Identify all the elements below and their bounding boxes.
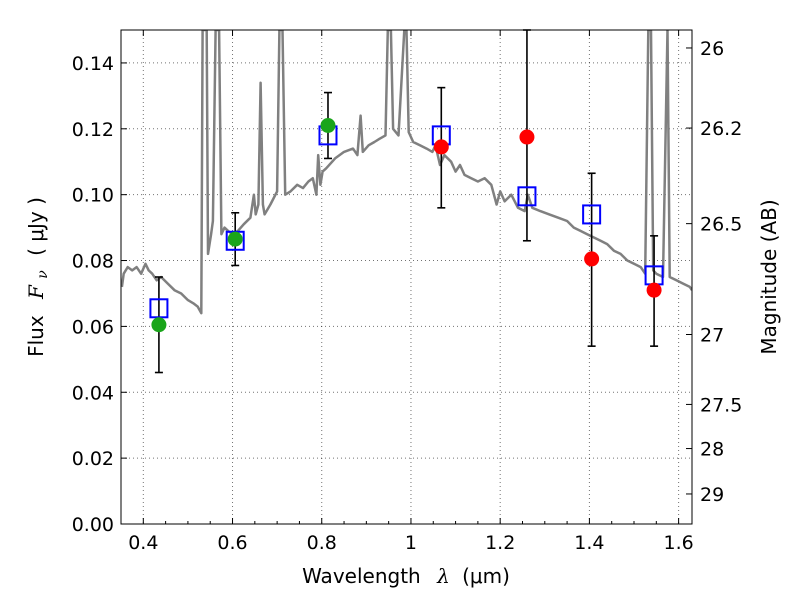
- y-axis-label-text: Flux: [24, 315, 48, 357]
- observed-flux-point: [433, 139, 449, 155]
- y-tick-label: 0.06: [72, 316, 114, 338]
- y2-tick-label: 26: [700, 38, 724, 60]
- y-tick-label: 0.00: [72, 514, 114, 536]
- model-photometry-square: [582, 204, 602, 225]
- x-axis-unit: (μm): [462, 564, 510, 588]
- y-tick-label: 0.04: [72, 382, 114, 404]
- y-tick-label: 0.12: [72, 119, 114, 141]
- y-tick-label: 0.10: [72, 185, 114, 207]
- y-axis-unit: ( μJy ): [24, 197, 48, 256]
- x-tick-label: 1.4: [574, 532, 604, 554]
- observed-flux-point: [584, 251, 600, 267]
- x-tick-label: 0.8: [307, 532, 337, 554]
- x-tick-label: 0.6: [217, 532, 247, 554]
- y-axis-subscript: ν: [35, 270, 51, 279]
- y2-tick-label: 29: [700, 484, 724, 506]
- model-photometry-square: [517, 186, 537, 207]
- observed-flux-point: [320, 118, 336, 134]
- observed-flux-point: [227, 231, 243, 247]
- observed-flux-point: [646, 282, 662, 298]
- secondary-y-axis-label: Magnitude (AB): [757, 199, 781, 354]
- x-tick-label: 1: [405, 532, 417, 554]
- x-axis-label: Wavelength λ (μm): [302, 564, 510, 588]
- y2-tick-label: 27.5: [700, 394, 742, 416]
- x-axis-symbol: λ: [436, 564, 450, 588]
- observed-flux-point: [151, 317, 167, 333]
- x-tick-label: 1.6: [664, 532, 694, 554]
- y2-tick-label: 26.2: [700, 118, 742, 140]
- photometry-points: [149, 118, 664, 333]
- x-tick-label: 0.4: [128, 532, 158, 554]
- x-tick-label: 1.2: [485, 532, 515, 554]
- y2-tick-label: 27: [700, 324, 724, 346]
- x-axis-label-text: Wavelength: [302, 564, 421, 588]
- model-spectrum-line: [121, 30, 692, 315]
- y-axis-symbol: F: [24, 284, 48, 300]
- observed-flux-point: [519, 129, 535, 145]
- axis-ticks: 0.4 0.6 0.8 1 1.2 1.4 1.6 0.00 0.02 0.04 0.06 0.08 0…: [72, 30, 742, 554]
- y-tick-label: 0.08: [72, 251, 114, 273]
- y-tick-label: 0.02: [72, 448, 114, 470]
- y-axis-label: Flux F ν ( μJy ): [24, 197, 52, 357]
- y-tick-label: 0.14: [72, 53, 114, 75]
- plot-area-frame: [120, 29, 693, 525]
- model-spectrum: [121, 30, 692, 315]
- y2-tick-label: 28: [700, 439, 724, 461]
- y2-tick-label: 26.5: [700, 214, 742, 236]
